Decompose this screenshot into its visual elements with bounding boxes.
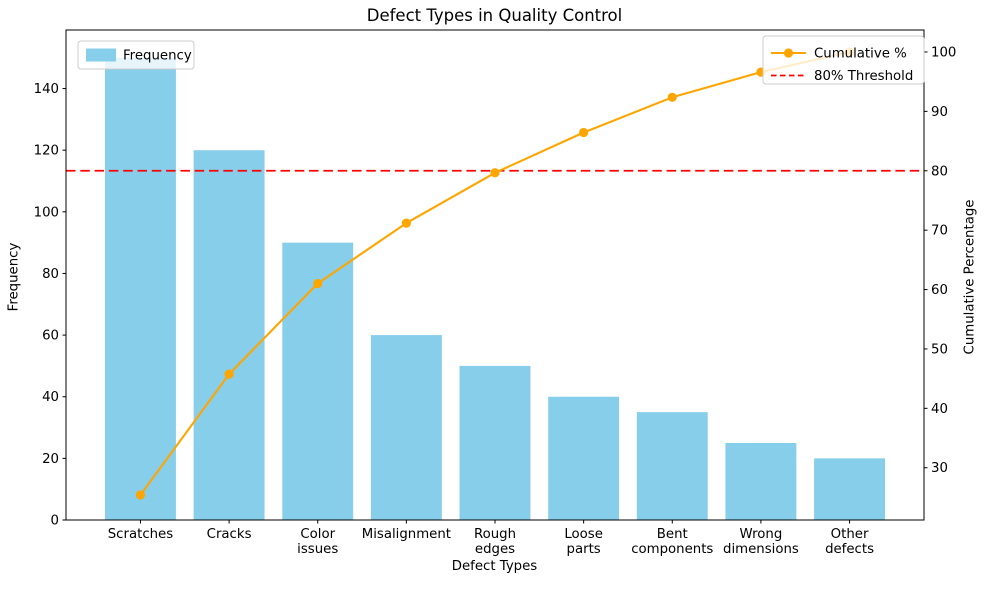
x-tick-label: edges	[475, 542, 515, 557]
cumulative-point	[135, 490, 146, 500]
x-tick-label: parts	[567, 542, 601, 557]
right-tick-label: 80	[931, 164, 948, 179]
x-tick-label: Wrong	[740, 527, 783, 542]
right-tick-label: 90	[931, 105, 948, 120]
frequency-bar	[193, 150, 265, 521]
x-tick-label: Loose	[564, 527, 603, 542]
chart-title: Defect Types in Quality Control	[366, 6, 623, 25]
x-tick-label: components	[631, 542, 713, 557]
frequency-bar	[282, 242, 354, 520]
right-tick-label: 70	[931, 224, 948, 239]
legend-box	[77, 40, 195, 70]
legend-cumulative: Cumulative % 80% Threshold	[762, 35, 925, 85]
frequency-bar	[105, 57, 176, 521]
frequency-bar	[814, 458, 885, 520]
left-tick-label: 140	[34, 82, 59, 97]
x-tick-label: dimensions	[723, 542, 799, 557]
frequency-bar	[459, 365, 531, 520]
x-tick-label: Rough	[474, 527, 516, 542]
legend-label-cumulative: Cumulative %	[814, 47, 907, 62]
x-tick-label: Other	[831, 527, 869, 542]
frequency-bar	[636, 412, 708, 520]
frequency-bar	[548, 396, 620, 520]
x-tick-label: Misalignment	[362, 527, 451, 542]
legend-frequency: Frequency	[77, 40, 195, 70]
cumulative-point	[667, 92, 677, 102]
right-tick-label: 40	[931, 402, 948, 417]
frequency-bar	[725, 442, 797, 520]
legend-label-threshold: 80% Threshold	[814, 69, 913, 84]
legend-marker-cumulative	[783, 48, 794, 58]
left-tick-label: 20	[42, 452, 59, 467]
x-tick-label: Cracks	[207, 527, 252, 542]
x-tick-label: issues	[297, 542, 338, 557]
x-tick-label: Color	[300, 527, 335, 542]
legend-label-frequency: Frequency	[123, 49, 192, 64]
frequency-bar	[370, 335, 442, 520]
legend-box	[762, 35, 925, 85]
cumulative-point	[224, 369, 234, 379]
left-tick-label: 0	[51, 514, 59, 529]
x-axis-title: Defect Types	[451, 559, 538, 574]
cumulative-point	[579, 127, 589, 138]
cumulative-point	[313, 278, 323, 289]
cumulative-point	[401, 218, 411, 228]
right-tick-label: 50	[931, 342, 948, 357]
legend-swatch-frequency	[86, 48, 116, 62]
x-tick-label: Scratches	[108, 527, 173, 542]
right-tick-label: 60	[931, 283, 948, 298]
right-tick-label: 30	[931, 461, 948, 476]
left-tick-label: 120	[34, 144, 59, 159]
frequency-bars	[105, 57, 885, 521]
right-tick-label: 100	[931, 45, 956, 60]
left-tick-label: 40	[42, 390, 59, 405]
cumulative-point	[490, 168, 500, 178]
x-tick-label: defects	[825, 542, 874, 557]
x-tick-label: Bent	[657, 527, 688, 542]
right-axis-ticks: 30 40 50 60 70 80 90 100	[924, 45, 956, 476]
left-axis-ticks: 0 20 40 60 80 100 120 140	[34, 82, 66, 529]
left-tick-label: 100	[34, 205, 59, 220]
left-tick-label: 60	[42, 329, 59, 344]
left-tick-label: 80	[42, 267, 59, 282]
